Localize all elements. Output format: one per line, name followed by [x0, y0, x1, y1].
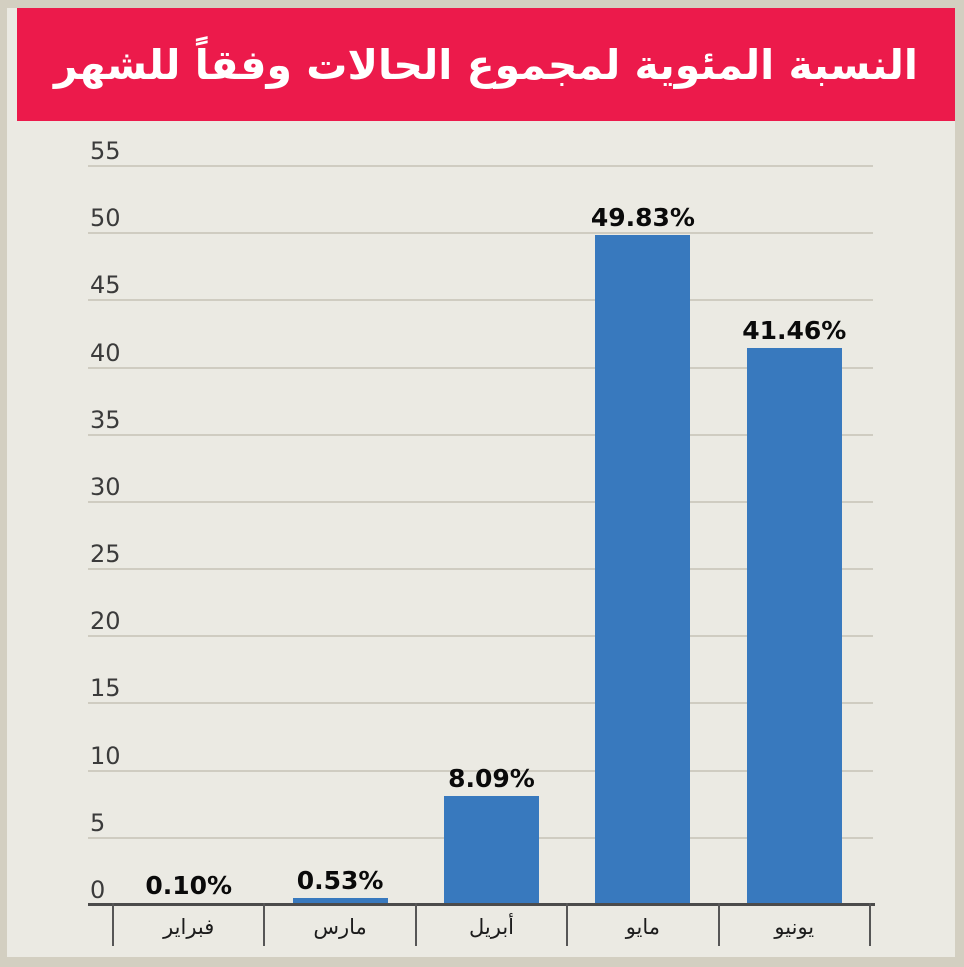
y-axis-tick-label: 50: [90, 204, 121, 233]
x-axis-category-label: يونيو: [774, 915, 815, 939]
bar-value-label: 41.46%: [742, 315, 847, 345]
x-axis-category-label: مارس: [313, 915, 367, 939]
y-axis-tick-label: 30: [90, 472, 121, 501]
bar-value-label: 49.83%: [590, 203, 695, 233]
gridline: [88, 702, 873, 705]
gridline: [88, 568, 873, 571]
y-axis-tick-label: 45: [90, 271, 121, 300]
x-axis-category-label: فبراير: [163, 915, 215, 939]
gridline: [88, 500, 873, 503]
x-axis-tick: [717, 903, 720, 946]
y-axis-tick-label: 0: [90, 876, 106, 904]
chart-title: النسبة المئوية لمجموع الحالات وفقاً للشه…: [54, 40, 918, 89]
gridline: [88, 433, 873, 436]
gridline: [88, 635, 873, 638]
x-axis-tick: [112, 903, 114, 946]
bar-value-label: 8.09%: [448, 764, 535, 794]
y-axis-tick-label: 5: [90, 808, 106, 837]
bar-4: [595, 235, 691, 905]
bar-5: [746, 347, 842, 905]
gridline: [88, 769, 873, 772]
x-axis-tick: [414, 903, 417, 946]
x-axis-category-label: مايو: [625, 915, 661, 939]
gridline: [88, 366, 873, 369]
bar-2: [292, 897, 388, 905]
x-axis-tick: [263, 903, 266, 946]
y-axis-tick-label: 25: [90, 540, 121, 569]
y-axis-tick-label: 10: [90, 741, 121, 770]
x-axis-tick: [869, 903, 871, 946]
y-axis-tick-label: 20: [90, 607, 121, 636]
y-axis-tick-label: 55: [90, 137, 121, 165]
y-axis-tick-label: 35: [90, 405, 121, 434]
title-banner: النسبة المئوية لمجموع الحالات وفقاً للشه…: [17, 8, 955, 121]
bar-value-label: 0.53%: [296, 865, 384, 895]
gridline: [88, 299, 873, 302]
y-axis-tick-label: 15: [90, 674, 121, 703]
x-axis-category-label: أبريل: [468, 915, 514, 939]
gridline: [88, 232, 873, 235]
x-axis-tick: [566, 903, 569, 946]
bar-3: [444, 796, 539, 905]
y-axis-tick-label: 40: [90, 338, 121, 367]
bar-value-label: 0.10%: [145, 871, 233, 900]
x-axis-line: [88, 903, 875, 906]
gridline: [88, 165, 873, 167]
